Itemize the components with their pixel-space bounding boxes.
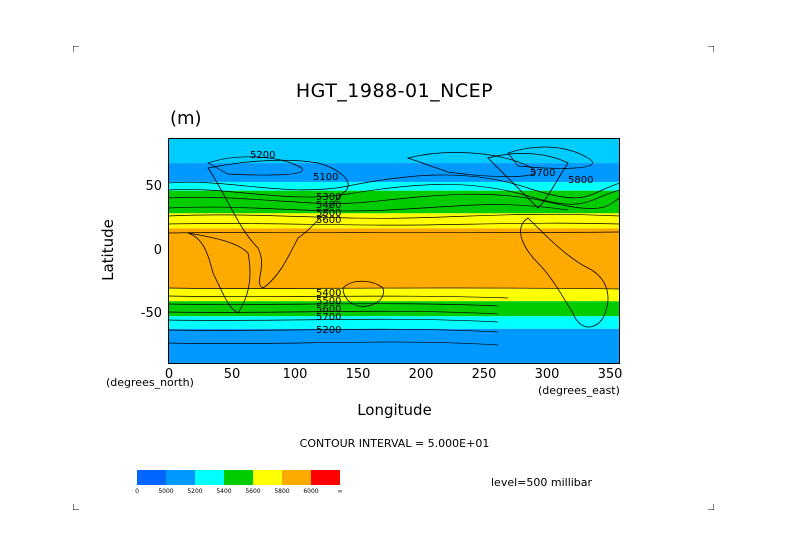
chart-units: (m) bbox=[170, 108, 202, 129]
continent-outlines bbox=[187, 153, 609, 328]
legend-tick-label: 5600 bbox=[245, 488, 261, 495]
legend-tick-label: 6000 bbox=[303, 488, 319, 495]
x-axis-label: Longitude bbox=[357, 401, 432, 419]
color-band bbox=[168, 228, 620, 289]
x-tick-label: 100 bbox=[282, 367, 308, 382]
contour-label: 5700 bbox=[316, 312, 341, 323]
color-band bbox=[168, 181, 620, 191]
contour-label: 5400 bbox=[316, 200, 341, 211]
legend-color-box bbox=[224, 470, 253, 485]
y-axis-label: Latitude bbox=[99, 219, 117, 281]
contour-labels: 5200 5100 5300 5400 5500 5600 5700 5800 … bbox=[250, 150, 593, 336]
legend-tick-label: 5400 bbox=[216, 488, 232, 495]
legend-color-box bbox=[311, 470, 340, 485]
legend-color-box bbox=[282, 470, 311, 485]
color-band bbox=[168, 138, 620, 164]
color-band bbox=[168, 301, 620, 317]
legend-color-box bbox=[253, 470, 282, 485]
x-tick-label: 50 bbox=[223, 367, 241, 382]
contour-label: 5300 bbox=[316, 192, 341, 203]
legend-color-box bbox=[137, 470, 166, 485]
legend-tick-label: ∞ bbox=[337, 488, 343, 495]
contour-label: 5800 bbox=[568, 175, 593, 186]
x-tick-label: 350 bbox=[597, 367, 623, 382]
contour-label: 5600 bbox=[316, 304, 341, 315]
y-tick-label: 0 bbox=[153, 243, 162, 258]
x-tick-label: 150 bbox=[345, 367, 371, 382]
x-tick-label: 300 bbox=[534, 367, 560, 382]
contour-label: 5400 bbox=[316, 288, 341, 299]
x-tick-label: 250 bbox=[471, 367, 497, 382]
x-tick-label: 200 bbox=[408, 367, 434, 382]
level-text: level=500 millibar bbox=[491, 476, 593, 489]
map-plot: 5200 5100 5300 5400 5500 5600 5700 5800 … bbox=[168, 138, 620, 364]
contour-label: 5200 bbox=[316, 325, 341, 336]
contour-label: 5500 bbox=[316, 208, 341, 219]
legend-tick-label: 5800 bbox=[274, 488, 290, 495]
contour-label: 5200 bbox=[250, 150, 275, 161]
crop-mark-top-left bbox=[73, 46, 79, 52]
contour-lines bbox=[168, 146, 620, 346]
y-tick-label: 50 bbox=[145, 179, 162, 194]
color-band bbox=[168, 288, 620, 302]
crop-mark-bottom-right bbox=[708, 504, 714, 510]
contour-label: 5100 bbox=[313, 172, 338, 183]
legend-tick-label: 5000 bbox=[158, 488, 174, 495]
color-band bbox=[168, 328, 620, 364]
contour-label: 5600 bbox=[316, 215, 341, 226]
x-tick-label: 0 bbox=[164, 367, 174, 382]
x-unit-label: (degrees_east) bbox=[538, 384, 620, 397]
legend-color-box bbox=[166, 470, 195, 485]
y-tick-label: -50 bbox=[140, 306, 162, 321]
crop-mark-top-right bbox=[708, 46, 714, 52]
legend-tick-label: 0 bbox=[135, 488, 139, 495]
legend-color-box bbox=[195, 470, 224, 485]
contour-label: 5500 bbox=[316, 296, 341, 307]
chart-title: HGT_1988-01_NCEP bbox=[295, 80, 494, 102]
color-band bbox=[168, 316, 620, 329]
contour-label: 5700 bbox=[530, 168, 555, 179]
y-unit-label: (degrees_north) bbox=[106, 376, 194, 389]
color-band bbox=[168, 213, 620, 229]
legend-tick-label: 5200 bbox=[187, 488, 203, 495]
contour-interval-text: CONTOUR INTERVAL = 5.000E+01 bbox=[299, 437, 490, 450]
plot-frame bbox=[168, 138, 620, 364]
crop-mark-bottom-left bbox=[73, 504, 79, 510]
